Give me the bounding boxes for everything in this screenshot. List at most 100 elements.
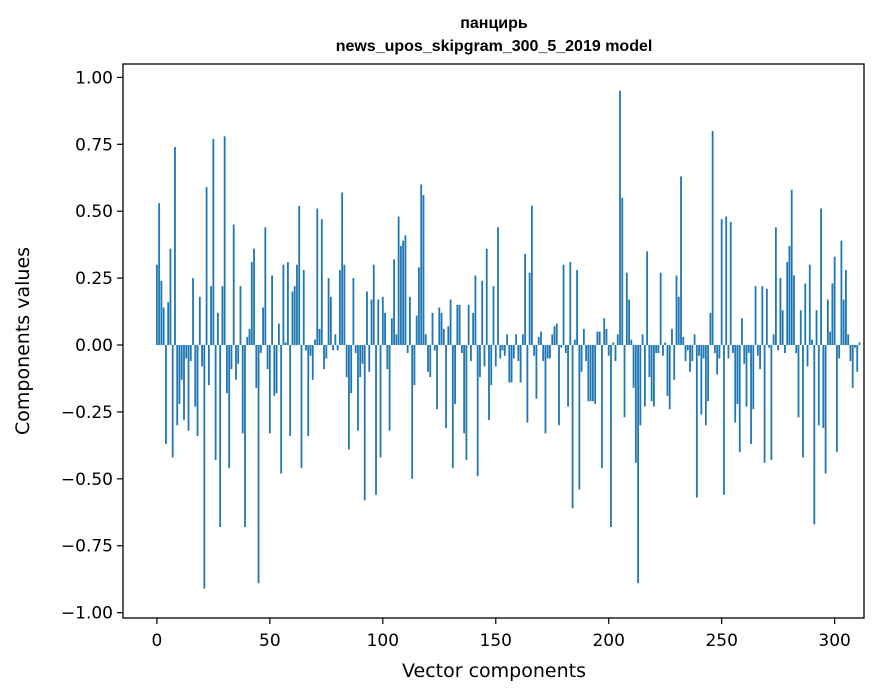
bar: [777, 345, 780, 351]
bar: [508, 345, 511, 383]
bar: [750, 345, 752, 445]
bar: [587, 345, 590, 402]
bar: [291, 291, 294, 346]
bar: [610, 345, 612, 527]
bar: [336, 345, 339, 351]
bar: [786, 262, 789, 346]
y-axis-label: Components values: [12, 247, 34, 435]
y-tick-label: −1.00: [61, 604, 113, 624]
bar: [311, 345, 314, 380]
bar: [219, 345, 222, 527]
plot-frame: [122, 63, 865, 619]
bar: [189, 345, 192, 362]
bar: [210, 286, 213, 346]
bar: [329, 296, 332, 346]
bar: [560, 345, 563, 348]
bar: [646, 251, 649, 346]
bar: [745, 345, 748, 407]
bar: [187, 345, 190, 431]
bar: [352, 278, 355, 346]
bar: [255, 345, 258, 388]
bar: [729, 221, 732, 346]
bar: [623, 345, 626, 418]
bar: [440, 312, 443, 346]
bar: [639, 345, 642, 426]
bar: [517, 345, 520, 362]
bar: [682, 336, 685, 346]
bar: [442, 328, 445, 346]
bar: [831, 283, 834, 346]
bar: [499, 345, 502, 359]
bar: [248, 328, 251, 346]
x-axis-ticks: 0 50 100 150 200 250 300: [151, 618, 851, 651]
bar: [194, 345, 197, 407]
bar: [718, 345, 721, 359]
bar: [675, 275, 678, 346]
bar: [409, 296, 411, 346]
y-tick-label: 0.00: [75, 336, 113, 356]
bar: [354, 345, 357, 354]
bar: [704, 345, 707, 426]
bar: [429, 345, 432, 378]
bar: [763, 345, 766, 463]
bar: [296, 264, 298, 346]
bar: [531, 205, 533, 346]
bar: [754, 286, 757, 346]
bar: [594, 345, 597, 404]
bar: [512, 345, 515, 359]
bar: [765, 288, 768, 346]
chart-subtitle: news_upos_skipgram_300_5_2019 model: [336, 38, 653, 55]
bar: [817, 345, 820, 426]
bar: [293, 286, 296, 346]
bar: [833, 256, 836, 346]
bar: [686, 345, 689, 351]
bar: [691, 345, 694, 362]
bar: [650, 345, 653, 402]
bar: [479, 345, 481, 378]
bar: [659, 272, 662, 346]
bar: [422, 195, 425, 346]
bar: [492, 286, 495, 346]
bar: [781, 310, 784, 346]
bar: [284, 342, 287, 346]
bar-series: [155, 90, 861, 589]
bar: [216, 312, 219, 346]
bar: [332, 345, 335, 351]
y-tick-label: 1.00: [75, 68, 113, 88]
bar: [815, 310, 818, 346]
bar: [271, 275, 274, 346]
bar: [203, 345, 206, 589]
bar: [854, 345, 856, 348]
bar: [804, 283, 807, 346]
bar: [427, 345, 429, 372]
bar: [616, 334, 619, 346]
bar: [601, 345, 603, 469]
bar: [223, 136, 226, 346]
bar: [357, 345, 359, 431]
bar: [235, 345, 237, 380]
bar: [490, 345, 493, 386]
bar: [684, 345, 687, 362]
bar: [244, 345, 246, 527]
bar: [318, 328, 321, 346]
bar: [307, 345, 310, 437]
bar: [257, 345, 260, 584]
bar: [458, 304, 461, 346]
bar: [756, 345, 759, 356]
bar: [759, 345, 761, 370]
bar: [784, 345, 786, 354]
bar: [571, 345, 574, 509]
bar: [316, 208, 319, 346]
bar: [497, 227, 499, 346]
bar: [537, 336, 540, 346]
bar: [402, 240, 405, 346]
y-tick-label: 0.25: [75, 269, 113, 289]
bar: [158, 203, 161, 346]
bar: [770, 345, 773, 461]
bar: [472, 312, 475, 346]
bar: [695, 345, 698, 498]
bar: [345, 345, 348, 378]
bar: [569, 262, 572, 346]
